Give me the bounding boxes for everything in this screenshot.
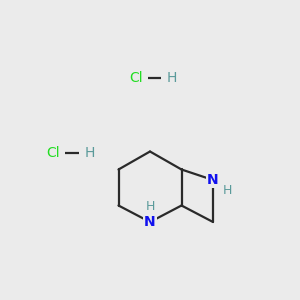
Text: H: H: [145, 200, 155, 213]
Text: H: H: [167, 71, 178, 85]
Text: Cl: Cl: [46, 146, 60, 160]
Text: N: N: [207, 173, 219, 187]
Text: N: N: [144, 215, 156, 229]
Text: H: H: [85, 146, 95, 160]
Text: Cl: Cl: [129, 71, 142, 85]
Text: H: H: [223, 184, 232, 197]
